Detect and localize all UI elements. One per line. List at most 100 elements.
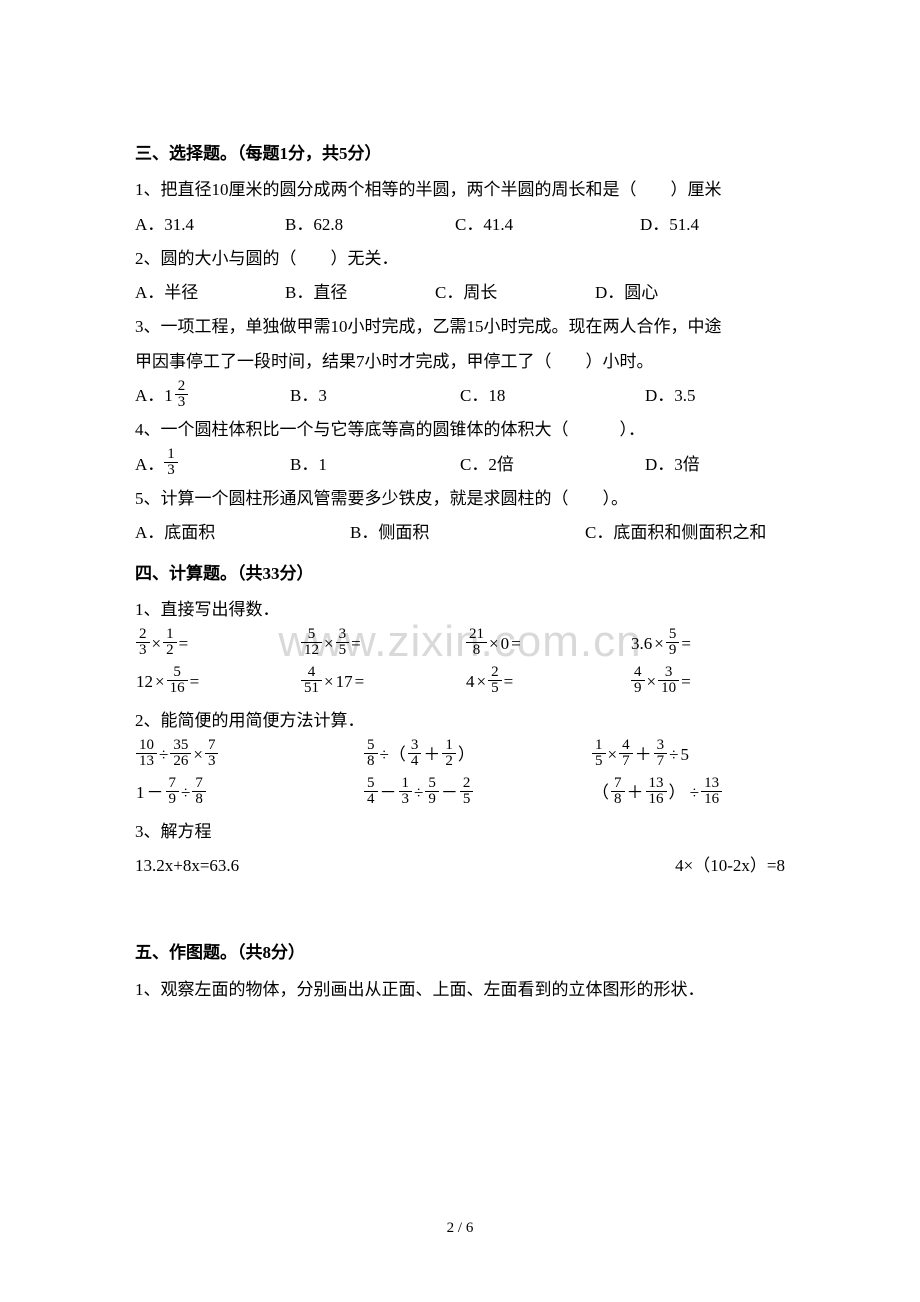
calc-r4c1: 1 － 79 ÷ 78 bbox=[135, 777, 363, 809]
calc-row2: 12 × 516 = 451 × 17 = 4 × 25 = 49 × 310 … bbox=[135, 666, 785, 698]
d: 5 bbox=[488, 681, 502, 696]
d: 13 bbox=[136, 754, 157, 769]
calc-r1c3: 218 × 0 = bbox=[465, 628, 630, 660]
calc-r3c2: 58 ÷（ 34 ＋ 12 ） bbox=[363, 739, 591, 771]
n: 13 bbox=[646, 776, 667, 792]
op: × bbox=[193, 739, 203, 771]
d: 5 bbox=[592, 754, 606, 769]
q3-4-a: A． 13 bbox=[135, 449, 290, 481]
op: ＋ bbox=[635, 739, 652, 771]
q3-4-d: D．3倍 bbox=[645, 449, 700, 481]
d: 8 bbox=[466, 643, 487, 658]
op: × bbox=[477, 666, 487, 698]
n: 7 bbox=[166, 776, 180, 792]
q3-5: 5、计算一个圆柱形通风管需要多少铁皮，就是求圆柱的（ ）。 bbox=[135, 483, 785, 515]
val: 5 bbox=[680, 739, 689, 771]
q3-4-a-prefix: A． bbox=[135, 449, 164, 481]
op: × bbox=[608, 739, 618, 771]
op: ÷ bbox=[159, 739, 168, 771]
calc-r4c2: 54 － 13 ÷ 59 － 25 bbox=[363, 777, 591, 809]
d: 16 bbox=[167, 681, 188, 696]
q3-2-a: A．半径 bbox=[135, 277, 285, 309]
op: ÷ bbox=[414, 777, 423, 809]
eq1: 13.2x+8x=63.6 bbox=[135, 850, 239, 882]
q3-3-line1: 3、一项工程，单独做甲需10小时完成，乙需15小时完成。现在两人合作，中途 bbox=[135, 311, 785, 343]
d: 5 bbox=[336, 643, 350, 658]
n: 5 bbox=[425, 776, 439, 792]
q3-3-a: A． 1 23 bbox=[135, 380, 290, 412]
calc-row3: 1013 ÷ 3526 × 73 58 ÷（ 34 ＋ 12 ） 15 × 47… bbox=[135, 739, 785, 771]
n: 5 bbox=[666, 627, 680, 643]
n: 5 bbox=[364, 776, 378, 792]
calc-r3c3: 15 × 47 ＋ 37 ÷ 5 bbox=[591, 739, 819, 771]
d: 51 bbox=[301, 681, 322, 696]
section5-header: 五、作图题。（共8分） bbox=[135, 937, 785, 969]
d: 9 bbox=[166, 792, 180, 807]
q3-5-b: B．侧面积 bbox=[350, 517, 585, 549]
q3-3-line2: 甲因事停工了一段时间，结果7小时才完成，甲停工了（ ）小时。 bbox=[135, 346, 785, 378]
eq: = bbox=[681, 628, 691, 660]
eq-row: 13.2x+8x=63.6 4×（10-2x）=8 bbox=[135, 850, 785, 882]
val: 4 bbox=[466, 666, 475, 698]
n: 5 bbox=[301, 627, 322, 643]
op: ÷ bbox=[181, 777, 190, 809]
n: 3 bbox=[408, 738, 422, 754]
d: 8 bbox=[192, 792, 206, 807]
calc-r4c3: （ 78 ＋ 1316 ） ÷ 1316 bbox=[591, 777, 819, 809]
eq2: 4×（10-2x）=8 bbox=[675, 850, 785, 882]
n: 1 bbox=[399, 776, 413, 792]
n: 1 bbox=[592, 738, 606, 754]
mid: ） ÷ bbox=[669, 777, 700, 809]
n: 2 bbox=[460, 776, 474, 792]
q3-4-b: B．1 bbox=[290, 449, 460, 481]
d: 9 bbox=[425, 792, 439, 807]
eq: = bbox=[511, 628, 521, 660]
frac-num: 1 bbox=[164, 447, 178, 463]
q3-2-b: B．直径 bbox=[285, 277, 435, 309]
op: × bbox=[647, 666, 657, 698]
n: 3 bbox=[658, 665, 679, 681]
calc-row1: 23 × 12 = 512 × 35 = 218 × 0 = 3.6 × 59 … bbox=[135, 628, 785, 660]
n: 7 bbox=[192, 776, 206, 792]
n: 2 bbox=[136, 627, 150, 643]
n: 10 bbox=[136, 738, 157, 754]
eq: = bbox=[190, 666, 200, 698]
d: 2 bbox=[442, 754, 456, 769]
n: 1 bbox=[442, 738, 456, 754]
prefix: （ bbox=[592, 777, 609, 809]
q3-2-c: C．周长 bbox=[435, 277, 595, 309]
eq: = bbox=[681, 666, 691, 698]
op: ÷（ bbox=[380, 739, 406, 771]
op: × bbox=[489, 628, 499, 660]
q3-1-d: D．51.4 bbox=[640, 209, 699, 241]
q3-1-a: A．31.4 bbox=[135, 209, 285, 241]
op: － bbox=[380, 777, 397, 809]
d: 5 bbox=[460, 792, 474, 807]
section3-header: 三、选择题。（每题1分，共5分） bbox=[135, 138, 785, 170]
calc-r2c1: 12 × 516 = bbox=[135, 666, 300, 698]
calc-r2c3: 4 × 25 = bbox=[465, 666, 630, 698]
q3-1-c: C．41.4 bbox=[455, 209, 640, 241]
d: 3 bbox=[399, 792, 413, 807]
frac-den: 3 bbox=[175, 395, 189, 410]
q3-1-options: A．31.4 B．62.8 C．41.4 D．51.4 bbox=[135, 209, 785, 241]
frac-den: 3 bbox=[164, 463, 178, 478]
d: 9 bbox=[666, 643, 680, 658]
d: 3 bbox=[136, 643, 150, 658]
q3-2-d: D．圆心 bbox=[595, 277, 658, 309]
n: 13 bbox=[701, 776, 722, 792]
n: 3 bbox=[336, 627, 350, 643]
q3-4-c: C．2倍 bbox=[460, 449, 645, 481]
op: × bbox=[324, 628, 334, 660]
q3-1-b: B．62.8 bbox=[285, 209, 455, 241]
n: 5 bbox=[167, 665, 188, 681]
q3-5-a: A．底面积 bbox=[135, 517, 350, 549]
q3-2-options: A．半径 B．直径 C．周长 D．圆心 bbox=[135, 277, 785, 309]
op: － bbox=[147, 777, 164, 809]
n: 5 bbox=[364, 738, 378, 754]
d: 8 bbox=[611, 792, 625, 807]
d: 16 bbox=[701, 792, 722, 807]
q3-4-options: A． 13 B．1 C．2倍 D．3倍 bbox=[135, 449, 785, 481]
op: × bbox=[324, 666, 334, 698]
n: 2 bbox=[488, 665, 502, 681]
